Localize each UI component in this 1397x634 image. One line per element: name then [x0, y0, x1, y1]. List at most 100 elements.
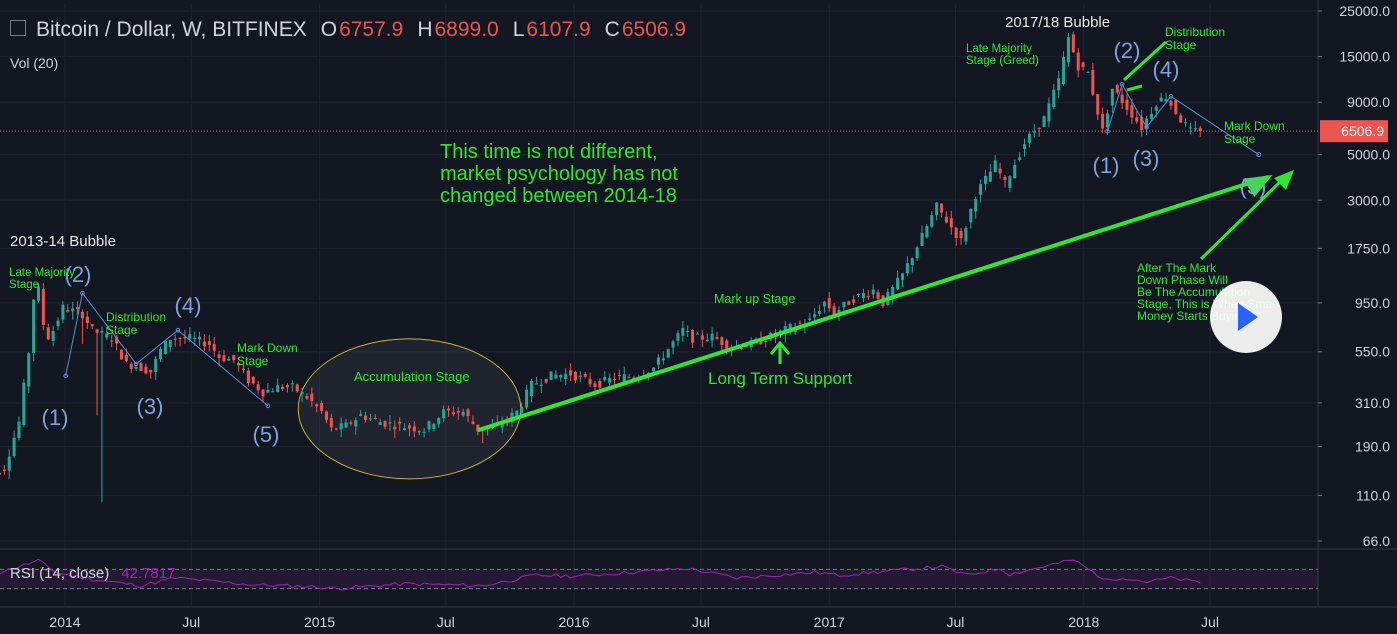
candle: [974, 196, 978, 219]
candle-body: [144, 366, 148, 374]
candle-body: [383, 421, 387, 427]
candle-body: [139, 363, 143, 372]
candle: [461, 408, 465, 418]
trendline-arrowhead: [1242, 174, 1273, 197]
candle-body: [1135, 117, 1139, 122]
candle-body: [168, 339, 172, 347]
candle: [549, 371, 553, 381]
candle-body: [925, 226, 929, 238]
candle: [329, 413, 333, 432]
candle-body: [725, 340, 729, 349]
open-value: 6757.9: [339, 18, 404, 41]
candle-body: [910, 258, 914, 266]
candle: [681, 320, 685, 342]
candle: [437, 417, 441, 428]
candle-body: [149, 369, 153, 373]
stage-zones: [297, 338, 522, 480]
time-tick-label: Jul: [1201, 614, 1219, 630]
candle: [144, 363, 148, 375]
candle: [193, 331, 197, 346]
candle-body: [17, 421, 21, 439]
candle: [1032, 124, 1036, 138]
candle: [71, 301, 75, 320]
play-button[interactable]: [1210, 281, 1282, 353]
candle-body: [954, 227, 958, 239]
candle: [998, 162, 1002, 179]
candle: [217, 350, 221, 367]
candle: [910, 257, 914, 273]
candle-body: [1169, 100, 1173, 106]
candle-body: [715, 337, 719, 340]
time-tick-label: Jul: [947, 614, 965, 630]
markdown-2014-label: Mark Down: [237, 341, 298, 355]
price-tick-label: 950.0: [1355, 295, 1390, 311]
candle: [1022, 138, 1027, 157]
candle: [242, 363, 246, 374]
candle-body: [354, 420, 358, 427]
wave-label: (3): [137, 394, 164, 419]
candle-body: [1125, 99, 1129, 110]
candle: [173, 334, 177, 347]
wave-path-2018: [1107, 83, 1172, 132]
candle: [271, 388, 275, 393]
rsi-indicator-label[interactable]: RSI (14, close) 42.7817: [10, 565, 175, 582]
candle-body: [36, 286, 41, 301]
candle-body: [632, 377, 636, 379]
candle-body: [1130, 105, 1134, 118]
late-majority-2013-label: Stage: [9, 279, 39, 291]
distribution-2018-label: Stage: [1165, 38, 1197, 52]
candle-body: [80, 311, 84, 319]
rsi-band: [0, 569, 1318, 589]
candle-body: [837, 310, 841, 313]
candle-body: [217, 354, 221, 358]
time-tick-label: 2015: [304, 614, 335, 630]
candle: [339, 417, 343, 438]
candle: [1013, 159, 1017, 179]
candle: [1149, 106, 1153, 121]
candle: [0, 472, 1, 475]
candle-body: [564, 373, 568, 380]
candle-body: [1120, 94, 1124, 104]
candle: [529, 378, 534, 403]
candle-body: [388, 422, 392, 424]
accumulation-zone: [297, 338, 522, 480]
volume-indicator-label[interactable]: Vol (20): [10, 55, 59, 71]
candle-body: [554, 374, 558, 379]
candle-body: [202, 341, 206, 347]
candle-body: [896, 277, 900, 290]
candle-body: [432, 424, 436, 429]
candle-body: [1057, 78, 1061, 91]
candle-body: [447, 408, 451, 411]
candle-body: [188, 334, 192, 339]
headline-text: market psychology has not: [440, 163, 678, 185]
candle-body: [32, 299, 36, 354]
candle-body: [266, 389, 270, 393]
wave-point: [175, 327, 181, 333]
candle-body: [46, 327, 50, 340]
candle-body: [1081, 62, 1085, 67]
candle-body: [329, 417, 333, 428]
price-tick-label: 9000.0: [1347, 94, 1390, 110]
candle: [134, 365, 138, 372]
candle-body: [1154, 106, 1158, 111]
symbol-title[interactable]: Bitcoin / Dollar, W, BITFINEX: [36, 18, 307, 41]
collapse-icon[interactable]: [10, 20, 26, 37]
candle-body: [681, 327, 685, 336]
candle: [1188, 122, 1192, 135]
candle: [1086, 71, 1090, 74]
candle: [305, 393, 309, 400]
candle-body: [1193, 128, 1197, 130]
candle: [944, 211, 948, 224]
candle-body: [193, 337, 197, 339]
candle: [544, 378, 548, 385]
candle: [85, 311, 89, 330]
candle-body: [339, 423, 343, 430]
candle-body: [95, 329, 99, 333]
candle-body: [471, 421, 475, 425]
price-axis: 66.0 110.0 190.0 310.0 550.0 950.0 1750.0 3000.…: [1318, 3, 1390, 549]
candle: [417, 430, 421, 436]
candle-body: [334, 428, 338, 430]
time-axis: 2014 Jul 2015 Jul 2016 Jul 2017 Jul 2018 Jul: [49, 614, 1219, 630]
candle: [256, 381, 260, 395]
